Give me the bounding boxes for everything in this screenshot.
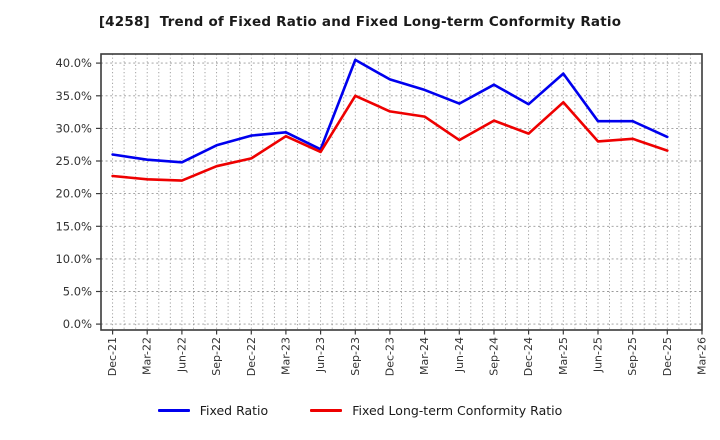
x-tick-label: Sep-24: [488, 337, 501, 376]
x-tick-label: Mar-26: [696, 337, 709, 375]
x-tick-label: Dec-24: [522, 337, 535, 376]
x-tick-label: Jun-22: [175, 337, 188, 373]
plot-border: [100, 53, 703, 331]
fixed-longterm-line-swatch: [310, 409, 343, 412]
x-tick-label: Sep-23: [349, 337, 362, 376]
legend-item-fixed-ratio: Fixed Ratio: [157, 403, 269, 418]
fixed-ratio-legend-label: Fixed Ratio: [199, 403, 269, 418]
y-tick-label: 5.0%: [63, 285, 92, 299]
y-tick-label: 0.0%: [63, 317, 92, 331]
x-tick-label: Dec-25: [661, 337, 674, 376]
x-tick-label: Jun-24: [453, 337, 466, 373]
x-tick-label: Mar-24: [418, 337, 431, 375]
x-tick-label: Dec-22: [245, 337, 258, 376]
chart-title: [4258] Trend of Fixed Ratio and Fixed Lo…: [98, 14, 622, 30]
y-tick-label: 30.0%: [55, 121, 92, 135]
series-line-fixed-longterm-conformity: [111, 94, 669, 182]
series-line-fixed-ratio: [111, 58, 669, 164]
y-tick-label: 40.0%: [55, 56, 92, 70]
x-tick-label: Jun-25: [592, 337, 605, 373]
y-tick-label: 10.0%: [55, 252, 92, 266]
x-tick-label: Mar-23: [279, 337, 292, 375]
x-tick-label: Dec-21: [106, 337, 119, 376]
x-tick-label: Mar-25: [557, 337, 570, 375]
fixed-ratio-line-swatch: [157, 409, 190, 412]
y-tick-label: 15.0%: [55, 219, 92, 233]
x-tick-label: Jun-23: [314, 337, 327, 373]
y-tick-label: 35.0%: [55, 89, 92, 103]
y-tick-label: 20.0%: [55, 187, 92, 201]
x-tick-label: Mar-22: [141, 337, 154, 375]
x-tick-label: Sep-25: [626, 337, 639, 376]
y-tick-label: 25.0%: [55, 154, 92, 168]
legend-item-fixed-longterm: Fixed Long-term Conformity Ratio: [310, 403, 562, 418]
chart-legend: Fixed Ratio Fixed Long-term Conformity R…: [0, 403, 720, 418]
x-tick-label: Sep-22: [210, 337, 223, 376]
x-tick-label: Dec-23: [383, 337, 396, 376]
fixed-longterm-legend-label: Fixed Long-term Conformity Ratio: [352, 403, 563, 418]
